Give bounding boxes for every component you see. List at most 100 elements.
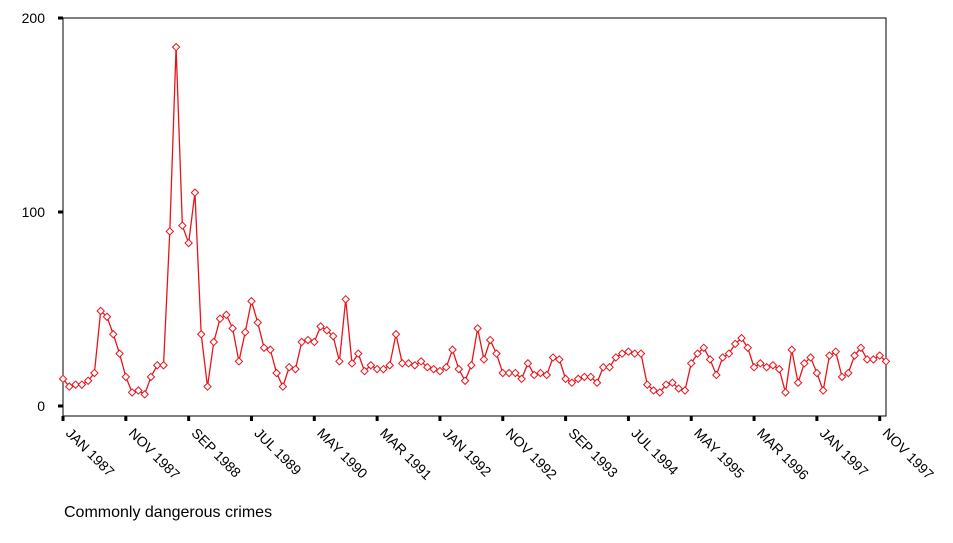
data-point xyxy=(699,343,709,353)
data-point xyxy=(693,349,702,358)
data-point xyxy=(680,386,690,395)
data-point xyxy=(492,349,501,358)
data-point xyxy=(850,351,859,360)
x-tick-label: MAR 1996 xyxy=(754,425,812,483)
data-point xyxy=(762,362,771,372)
data-point xyxy=(630,349,640,358)
data-point xyxy=(498,368,508,378)
data-point xyxy=(341,294,351,304)
data-point xyxy=(467,360,476,370)
data-point xyxy=(781,388,790,397)
data-point xyxy=(416,357,426,366)
data-point xyxy=(391,329,401,339)
series-markers xyxy=(58,42,891,399)
x-tick-label: JAN 1987 xyxy=(63,425,118,480)
data-point xyxy=(592,378,602,388)
data-point xyxy=(240,327,250,337)
data-point xyxy=(215,314,225,324)
y-axis: 0 100 200 xyxy=(22,10,63,414)
x-tick-label: JUL 1994 xyxy=(628,425,681,478)
data-point xyxy=(360,366,369,376)
y-tick-label: 0 xyxy=(37,398,45,414)
data-point xyxy=(152,360,162,370)
data-point xyxy=(705,355,715,364)
data-point xyxy=(806,353,815,362)
data-point xyxy=(580,372,589,382)
data-point xyxy=(372,364,382,374)
data-point xyxy=(756,359,765,368)
y-tick-label: 200 xyxy=(22,10,46,26)
data-point xyxy=(686,359,696,368)
data-point xyxy=(749,362,759,372)
data-point xyxy=(642,380,652,389)
x-tick-label: NOV 1987 xyxy=(126,425,184,483)
data-point xyxy=(617,349,627,358)
data-point xyxy=(825,351,834,360)
data-point xyxy=(561,374,570,384)
data-point xyxy=(555,355,564,364)
data-point xyxy=(485,335,495,345)
data-point xyxy=(353,349,363,358)
data-point xyxy=(234,357,244,366)
data-point xyxy=(115,349,124,358)
data-point xyxy=(517,374,526,384)
data-point xyxy=(228,324,237,333)
data-point xyxy=(184,238,193,248)
data-point xyxy=(83,376,93,386)
x-tick-label: NOV 1992 xyxy=(503,425,561,483)
x-tick-label: MAR 1991 xyxy=(377,425,435,483)
series-line-commonly-dangerous-crimes xyxy=(62,47,887,396)
data-point xyxy=(586,372,596,382)
data-point xyxy=(127,388,137,397)
data-point xyxy=(831,347,841,356)
data-point xyxy=(812,368,822,378)
data-point xyxy=(77,380,87,389)
data-point xyxy=(435,366,445,376)
data-point xyxy=(542,370,552,380)
data-point xyxy=(203,382,212,391)
data-point xyxy=(397,359,407,368)
data-point xyxy=(58,374,68,384)
data-point xyxy=(818,386,828,395)
data-point xyxy=(774,364,784,374)
data-point xyxy=(140,390,149,399)
x-tick-label: MAY 1990 xyxy=(314,425,371,482)
data-point xyxy=(347,359,357,368)
data-point xyxy=(724,349,734,358)
data-point xyxy=(71,380,80,389)
data-point xyxy=(837,372,847,382)
data-point xyxy=(159,360,168,370)
data-point xyxy=(102,312,112,322)
data-point xyxy=(64,382,74,391)
data-point xyxy=(768,360,778,370)
data-point xyxy=(743,343,753,353)
x-tick-label: NOV 1997 xyxy=(880,425,938,483)
data-point xyxy=(881,357,891,366)
data-point xyxy=(793,378,803,388)
data-point xyxy=(278,382,288,391)
data-point xyxy=(674,384,683,393)
data-point xyxy=(259,343,269,353)
data-point xyxy=(737,333,746,343)
data-point xyxy=(636,349,646,358)
data-point xyxy=(611,353,621,362)
data-point xyxy=(108,329,118,339)
data-point xyxy=(624,347,633,356)
data-point xyxy=(328,331,338,341)
data-point xyxy=(605,362,614,372)
data-point xyxy=(712,370,721,380)
data-point xyxy=(366,360,376,370)
data-point xyxy=(869,355,878,364)
data-point xyxy=(297,337,307,347)
data-point xyxy=(90,368,99,378)
data-point xyxy=(718,353,727,362)
data-point xyxy=(523,359,533,368)
data-point xyxy=(266,345,275,355)
data-point xyxy=(121,372,131,382)
data-point xyxy=(448,345,457,355)
data-point xyxy=(309,337,319,347)
x-tick-label: SEP 1993 xyxy=(565,425,621,481)
data-point xyxy=(454,364,464,374)
data-point xyxy=(429,364,438,374)
